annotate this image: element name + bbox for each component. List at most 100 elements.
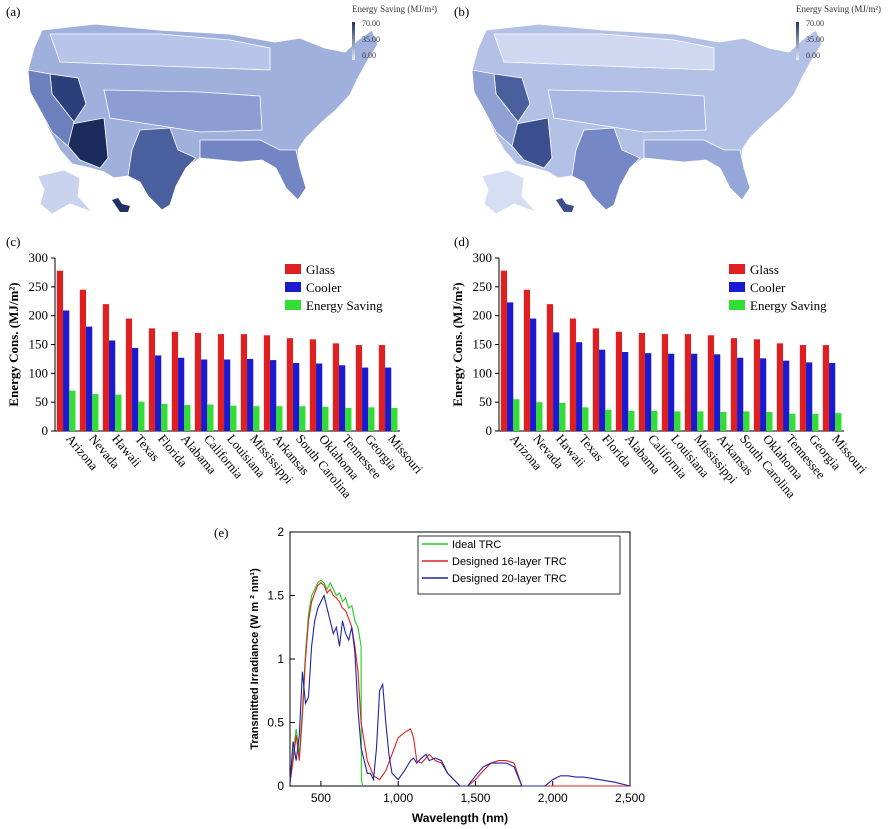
texas-state — [571, 127, 641, 211]
central-states — [547, 89, 707, 133]
y-tick-label: 300 — [29, 250, 49, 265]
bar-chart-panel-d: (d) 0 50 100 150 200 250 300 Energy Cons. (MJ/m… — [444, 228, 888, 510]
y-tick-label: 1.5 — [267, 589, 284, 603]
bar-cooler — [270, 360, 277, 431]
legend-swatch — [729, 282, 745, 292]
bar-glass — [79, 289, 87, 431]
bar-glass — [730, 338, 738, 431]
y-tick-label: 100 — [473, 365, 493, 380]
bar-cooler — [86, 326, 93, 431]
bar-energy-saving — [161, 403, 168, 431]
series-line-designed-20-layer-trc — [289, 593, 631, 787]
legend-swatch — [285, 300, 301, 310]
legend-swatch — [285, 264, 301, 274]
bar-energy-saving — [835, 413, 842, 431]
bar-glass — [102, 304, 110, 431]
bar-glass — [286, 338, 294, 431]
bar-energy-saving — [115, 394, 122, 431]
map-panel-a: (a) Energy Saving (MJ/m²) 70.00 35.00 0.… — [0, 0, 444, 225]
bar-glass — [240, 334, 248, 431]
y-axis-label: Energy Cons. (MJ/m²) — [6, 282, 21, 406]
bar-energy-saving — [92, 394, 99, 431]
bar-glass — [661, 334, 669, 431]
bar-cooler — [178, 357, 185, 431]
bar-cooler — [316, 363, 323, 431]
bar-energy-saving — [299, 406, 306, 431]
bar-glass — [707, 335, 715, 431]
bar-energy-saving — [628, 410, 635, 431]
map-legend-tick-min: 0.00 — [362, 51, 376, 60]
bar-cooler — [714, 354, 721, 431]
alaska-state — [37, 169, 93, 215]
bar-cooler — [783, 360, 790, 431]
bar-glass — [148, 328, 156, 431]
x-tick-label: 1,500 — [460, 791, 490, 805]
bar-cooler — [576, 342, 583, 431]
texas-state — [127, 127, 197, 211]
bar-glass — [776, 343, 784, 431]
bar-cooler — [737, 357, 744, 431]
alaska-state — [481, 169, 537, 215]
bar-cooler — [507, 302, 514, 431]
x-tick-label: 1,000 — [383, 791, 413, 805]
bar-energy-saving — [651, 410, 658, 431]
bar-cooler — [645, 353, 652, 431]
color-legend-bar — [352, 22, 355, 60]
bar-glass — [378, 345, 386, 431]
series-line-ideal-trc — [289, 579, 364, 787]
usa-map-b — [471, 22, 823, 215]
y-tick-label: 0 — [486, 423, 493, 438]
y-tick-label: 50 — [35, 394, 48, 409]
bar-glass — [615, 331, 623, 431]
bar-glass — [638, 332, 646, 431]
bar-energy-saving — [697, 411, 704, 431]
usa-map-a — [27, 22, 379, 215]
bar-cooler — [622, 351, 629, 431]
legend-label: Designed 16-layer TRC — [452, 556, 567, 568]
bar-cooler — [224, 359, 231, 431]
bar-cooler — [385, 367, 392, 431]
bar-energy-saving — [743, 411, 750, 431]
bar-glass — [799, 345, 807, 431]
bar-glass — [56, 270, 64, 431]
bar-energy-saving — [207, 404, 214, 431]
bar-energy-saving — [766, 411, 773, 431]
y-tick-label: 150 — [473, 337, 493, 352]
bar-energy-saving — [138, 401, 145, 431]
bar-energy-saving — [322, 406, 329, 431]
bar-cooler — [63, 310, 70, 431]
bar-energy-saving — [789, 413, 796, 431]
bar-glass — [194, 332, 202, 431]
map-legend-tick-min: 0.00 — [806, 51, 820, 60]
bar-glass — [263, 335, 271, 431]
bar-energy-saving — [69, 390, 76, 431]
bar-energy-saving — [391, 407, 398, 431]
bar-energy-saving — [559, 402, 566, 431]
bar-glass — [753, 339, 761, 431]
southeast-states — [199, 139, 307, 201]
bar-cooler — [760, 358, 767, 431]
color-legend-bar — [796, 22, 799, 60]
bar-energy-saving — [674, 411, 681, 431]
legend-label: Glass — [750, 262, 779, 277]
y-tick-label: 200 — [473, 308, 493, 323]
y-tick-label: 1 — [277, 652, 284, 666]
bar-cooler — [553, 332, 560, 431]
legend-label: Ideal TRC — [452, 539, 501, 551]
y-tick-label: 250 — [473, 279, 493, 294]
bar-cooler — [362, 367, 369, 431]
line-chart-panel-e: (e) 0 0.5 1 1.5 2 500 1,000 1,500 2,000 2,500 Wave… — [200, 515, 660, 829]
hawaii-state — [112, 198, 130, 212]
bar-glass — [546, 304, 554, 431]
bar-cooler — [530, 318, 537, 431]
bar-cooler — [132, 347, 139, 431]
legend-swatch — [729, 300, 745, 310]
map-legend-tick-max: 70.00 — [806, 19, 824, 28]
bar-cooler — [155, 355, 162, 431]
map-legend-tick-mid: 35.00 — [806, 35, 824, 44]
bar-energy-saving — [720, 411, 727, 431]
bar-glass — [822, 345, 830, 431]
map-panel-b: (b) Energy Saving (MJ/m²) 70.00 35.00 0.… — [444, 0, 888, 225]
